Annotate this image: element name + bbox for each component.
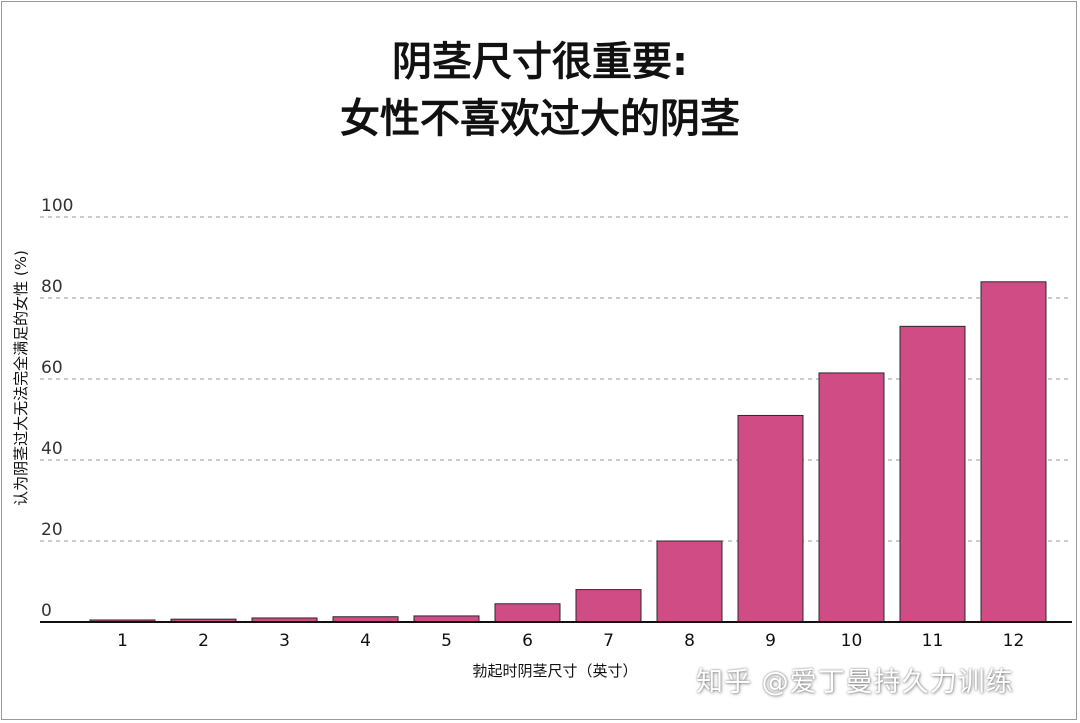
- bar: [980, 281, 1047, 623]
- x-tick-label: 2: [198, 631, 209, 651]
- x-tick-label: 8: [684, 631, 695, 651]
- y-tick-label: 60: [41, 358, 63, 378]
- y-tick-label: 100: [41, 196, 73, 216]
- bars: [89, 281, 1047, 623]
- y-axis-label: 认为阴茎过大无法完全满足的女性 (%): [12, 250, 30, 506]
- bar: [818, 372, 885, 623]
- y-tick-label: 20: [41, 520, 63, 540]
- x-tick-label: 9: [765, 631, 776, 651]
- x-tick-label: 7: [603, 631, 614, 651]
- x-axis-label: 勃起时阴茎尺寸（英寸）: [472, 662, 637, 680]
- x-tick-label: 5: [441, 631, 452, 651]
- x-tick-label: 3: [279, 631, 290, 651]
- bar: [737, 414, 804, 623]
- x-tick-label: 1: [117, 631, 128, 651]
- bar: [494, 603, 561, 623]
- y-tick-label: 80: [41, 277, 63, 297]
- watermark: 知乎 @爱丁曼持久力训练: [696, 667, 1014, 698]
- y-tick-labels: 0 20 40 60 80 100: [41, 196, 73, 621]
- bar: [899, 325, 966, 623]
- x-tick-label: 12: [1003, 631, 1025, 651]
- x-tick-label: 4: [360, 631, 371, 651]
- x-tick-label: 10: [841, 631, 863, 651]
- x-tick-labels: 1 2 3 4 5 6 7 8 9 10 11 12: [117, 631, 1024, 651]
- chart-title-line2: 女性不喜欢过大的阴茎: [340, 96, 740, 142]
- y-tick-label: 40: [41, 439, 63, 459]
- bar: [575, 589, 642, 623]
- x-tick-label: 11: [922, 631, 944, 651]
- x-tick-label: 6: [522, 631, 533, 651]
- chart-title-line1: 阴茎尺寸很重要:: [392, 39, 688, 85]
- bar: [656, 540, 723, 623]
- y-tick-label: 0: [41, 601, 52, 621]
